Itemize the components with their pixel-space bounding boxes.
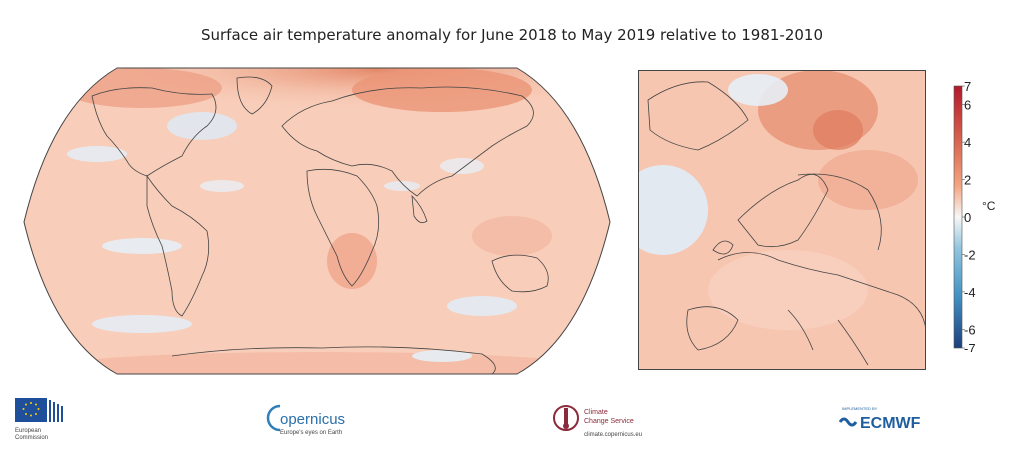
european-commission-logo: European Commission xyxy=(15,398,63,441)
colorbar-tick-label: 4 xyxy=(964,135,971,150)
colorbar-tick-label: -6 xyxy=(964,322,976,337)
europe-anomaly-field xyxy=(638,70,926,370)
ecmwf-logo: IMPLEMENTED BY ECMWF xyxy=(838,406,921,432)
global-map xyxy=(23,67,611,375)
colorbar-tick-label: -2 xyxy=(964,247,976,262)
colorbar-tick-label: 7 xyxy=(964,82,971,94)
copernicus-logo: opernicus Europe's eyes on Earth xyxy=(266,404,345,436)
europe-map xyxy=(638,70,926,370)
c3s-logo: Climate Change Service climate.copernicu… xyxy=(553,405,642,438)
colorbar-ticks: 7 6 4 2 0 -2 -4 -6 -7 xyxy=(962,82,976,352)
c3s-text-line1: Climate xyxy=(584,409,608,416)
ecmwf-small-text: IMPLEMENTED BY xyxy=(842,406,878,411)
colorbar-tick-label: 0 xyxy=(964,210,971,225)
colorbar: 7 6 4 2 0 -2 -4 -6 -7 °C xyxy=(953,82,996,352)
copernicus-tagline: Europe's eyes on Earth xyxy=(280,430,342,436)
colorbar-unit: °C xyxy=(982,199,996,213)
colorbar-tick-label: 2 xyxy=(964,173,971,188)
anomaly-field xyxy=(24,68,610,374)
coastlines xyxy=(91,76,549,374)
colorbar-tick-label: 6 xyxy=(964,98,971,113)
chart-title: Surface air temperature anomaly for June… xyxy=(200,26,823,44)
c3s-url: climate.copernicus.eu xyxy=(584,432,642,438)
copernicus-wordmark: opernicus xyxy=(280,411,345,428)
colorbar-tick-label: -7 xyxy=(964,341,976,352)
ec-text-line2: Commission xyxy=(15,435,48,441)
colorbar-gradient xyxy=(953,85,963,349)
ecmwf-wordmark: ECMWF xyxy=(860,415,921,432)
europe-coastlines xyxy=(647,81,926,366)
colorbar-tick-label: -4 xyxy=(964,285,976,300)
ec-text-line1: European xyxy=(15,428,41,434)
c3s-text-line2: Change Service xyxy=(584,418,634,425)
